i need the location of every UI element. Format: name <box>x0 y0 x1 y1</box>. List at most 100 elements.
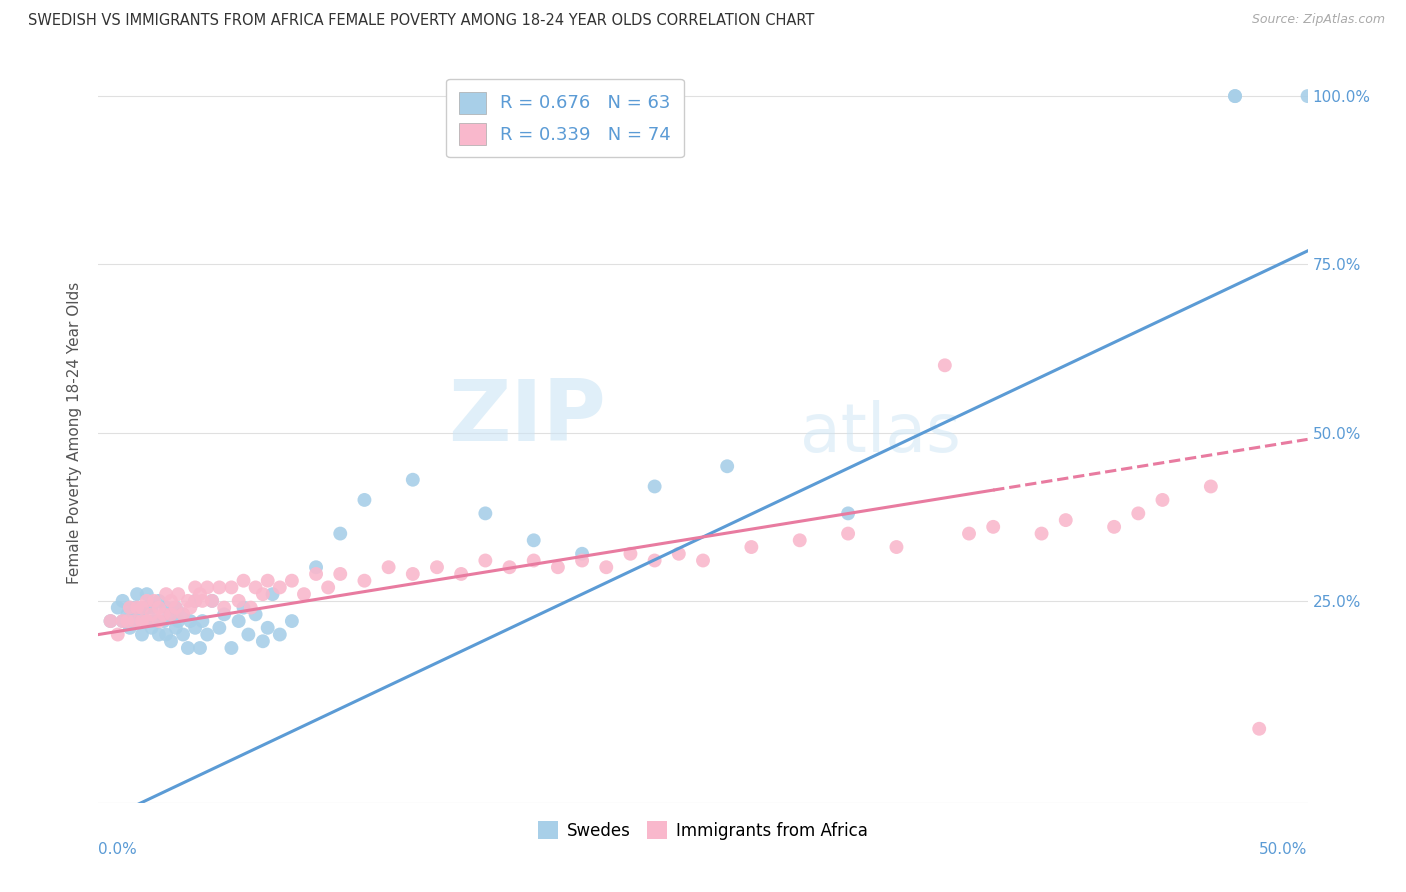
Point <box>148 594 170 608</box>
Point <box>152 614 174 628</box>
Point <box>184 594 207 608</box>
Point <box>740 540 762 554</box>
Point <box>111 614 134 628</box>
Point <box>143 614 166 628</box>
Point <box>118 600 141 615</box>
Point <box>269 627 291 641</box>
Point <box>160 594 183 608</box>
Point <box>886 540 908 554</box>
Point <box>426 560 449 574</box>
Point <box>191 594 214 608</box>
Point <box>201 594 224 608</box>
Point <box>232 574 254 588</box>
Point <box>165 600 187 615</box>
Point <box>789 533 811 548</box>
Point <box>148 614 170 628</box>
Point <box>262 587 284 601</box>
Point <box>595 560 617 574</box>
Point <box>1102 520 1125 534</box>
Point <box>117 614 139 628</box>
Text: Source: ZipAtlas.com: Source: ZipAtlas.com <box>1251 13 1385 27</box>
Point <box>165 621 187 635</box>
Point <box>212 607 235 622</box>
Point <box>118 621 141 635</box>
Point <box>141 621 163 635</box>
Point <box>184 581 207 595</box>
Point <box>127 600 149 615</box>
Point <box>131 607 153 622</box>
Point <box>1152 492 1174 507</box>
Text: SWEDISH VS IMMIGRANTS FROM AFRICA FEMALE POVERTY AMONG 18-24 YEAR OLDS CORRELATI: SWEDISH VS IMMIGRANTS FROM AFRICA FEMALE… <box>28 13 814 29</box>
Point <box>245 607 267 622</box>
Point <box>238 627 260 641</box>
Point <box>141 607 163 622</box>
Point <box>221 640 243 655</box>
Point <box>1249 722 1271 736</box>
Point <box>644 553 666 567</box>
Point <box>141 600 163 615</box>
Point <box>1223 89 1246 103</box>
Point <box>957 526 980 541</box>
Point <box>1054 513 1077 527</box>
Point <box>281 614 304 628</box>
Point <box>165 600 187 615</box>
Point <box>837 526 859 541</box>
Point <box>177 594 200 608</box>
Legend: Swedes, Immigrants from Africa: Swedes, Immigrants from Africa <box>531 814 875 847</box>
Text: 50.0%: 50.0% <box>1260 842 1308 856</box>
Point <box>172 627 194 641</box>
Point <box>184 621 207 635</box>
Point <box>124 600 146 615</box>
Point <box>195 627 218 641</box>
Point <box>316 581 339 595</box>
Point <box>716 459 738 474</box>
Point <box>212 600 235 615</box>
Point <box>292 587 315 601</box>
Point <box>172 607 194 622</box>
Point <box>571 547 593 561</box>
Point <box>160 607 183 622</box>
Point <box>256 574 278 588</box>
Point <box>124 614 146 628</box>
Point <box>474 553 496 567</box>
Point <box>167 614 190 628</box>
Point <box>1128 507 1150 521</box>
Point <box>305 566 328 581</box>
Point <box>353 574 375 588</box>
Point <box>117 607 139 622</box>
Point <box>107 600 129 615</box>
Point <box>155 587 177 601</box>
Point <box>837 507 859 521</box>
Point <box>329 566 352 581</box>
Point <box>305 560 328 574</box>
Point <box>571 553 593 567</box>
Point <box>353 492 375 507</box>
Point <box>135 587 157 601</box>
Point <box>252 634 274 648</box>
Point <box>450 566 472 581</box>
Point <box>179 600 201 615</box>
Point <box>228 614 250 628</box>
Point <box>523 553 546 567</box>
Point <box>498 560 520 574</box>
Point <box>474 507 496 521</box>
Point <box>155 600 177 615</box>
Point <box>402 566 425 581</box>
Point <box>402 473 425 487</box>
Point <box>668 547 690 561</box>
Point <box>135 594 157 608</box>
Text: ZIP: ZIP <box>449 376 606 459</box>
Point <box>131 614 153 628</box>
Point <box>256 621 278 635</box>
Point <box>619 547 641 561</box>
Point <box>228 594 250 608</box>
Point <box>179 614 201 628</box>
Point <box>523 533 546 548</box>
Point <box>131 600 153 615</box>
Point <box>177 640 200 655</box>
Text: 0.0%: 0.0% <box>98 842 138 856</box>
Point <box>135 614 157 628</box>
Point <box>1031 526 1053 541</box>
Point <box>127 587 149 601</box>
Point <box>111 594 134 608</box>
